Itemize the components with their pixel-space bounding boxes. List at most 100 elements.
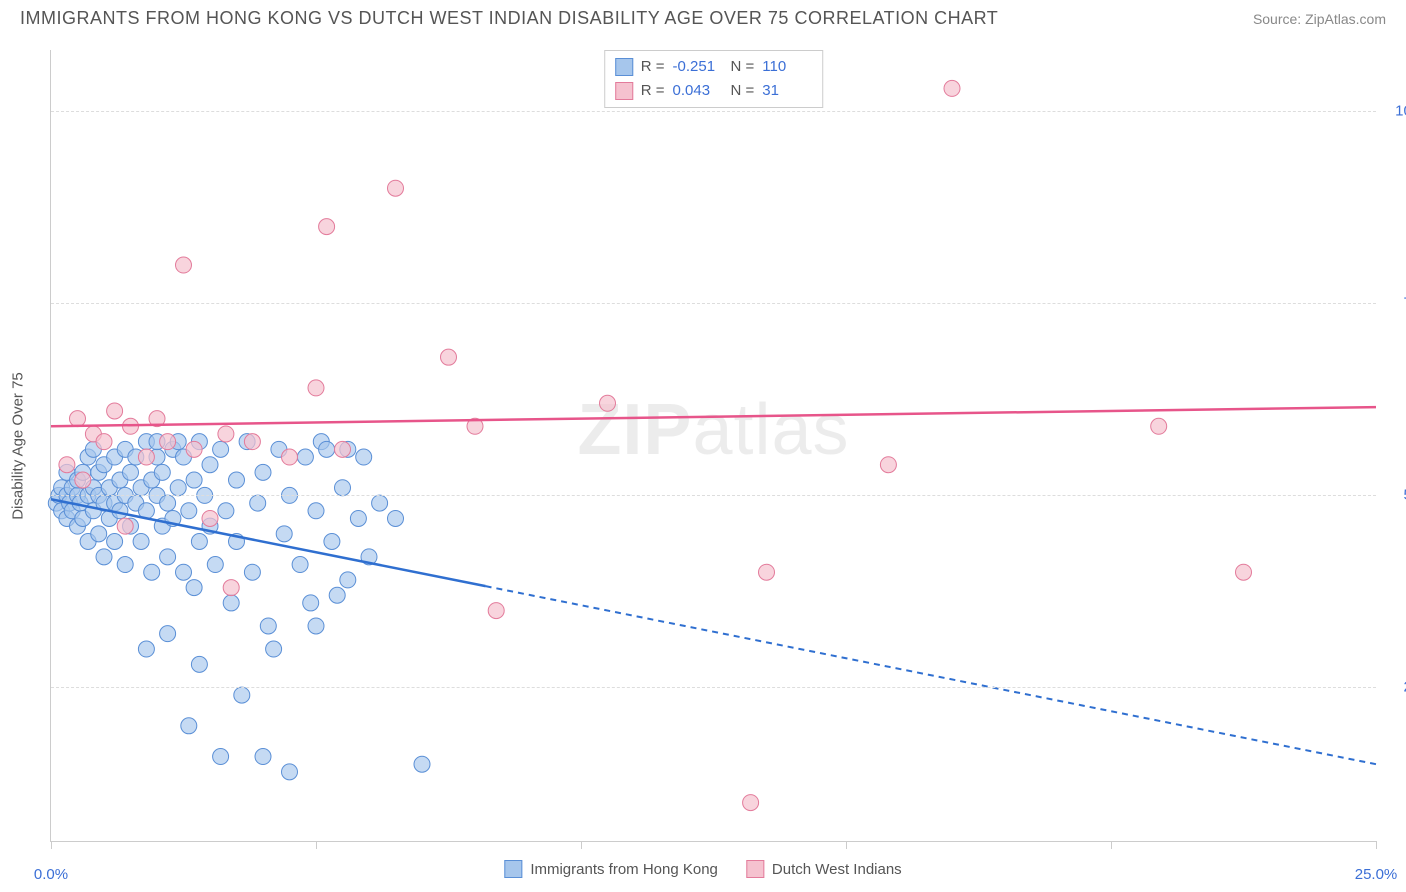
scatter-point (319, 441, 335, 457)
y-tick-label: 100.0% (1386, 103, 1406, 120)
scatter-point (160, 549, 176, 565)
swatch-series1 (615, 58, 633, 76)
gridline-h (51, 495, 1376, 496)
n-value-series1: 110 (762, 55, 812, 79)
trendline-solid (51, 407, 1376, 426)
scatter-point (488, 603, 504, 619)
legend-swatch-series2 (746, 860, 764, 878)
scatter-point (297, 449, 313, 465)
swatch-series2 (615, 82, 633, 100)
scatter-point (335, 480, 351, 496)
scatter-point (223, 595, 239, 611)
scatter-point (250, 495, 266, 511)
scatter-point (329, 587, 345, 603)
scatter-point (276, 526, 292, 542)
scatter-point (191, 656, 207, 672)
n-label: N = (731, 55, 755, 79)
scatter-point (319, 219, 335, 235)
scatter-point (244, 564, 260, 580)
gridline-h (51, 111, 1376, 112)
scatter-point (186, 441, 202, 457)
legend-label-series1: Immigrants from Hong Kong (530, 861, 718, 878)
x-tick-label: 0.0% (34, 866, 68, 883)
x-tick-label: 25.0% (1355, 866, 1398, 883)
scatter-point (372, 495, 388, 511)
scatter-point (213, 749, 229, 765)
scatter-point (138, 449, 154, 465)
trendline-dashed (486, 586, 1376, 764)
scatter-svg (51, 50, 1376, 841)
x-tick (1376, 841, 1377, 849)
series-legend: Immigrants from Hong Kong Dutch West Ind… (504, 860, 901, 878)
scatter-point (117, 518, 133, 534)
r-label: R = (641, 79, 665, 103)
scatter-point (160, 495, 176, 511)
y-tick-label: 75.0% (1386, 295, 1406, 312)
scatter-point (308, 380, 324, 396)
x-tick (1111, 841, 1112, 849)
scatter-point (1236, 564, 1252, 580)
r-value-series2: 0.043 (673, 79, 723, 103)
scatter-point (138, 641, 154, 657)
scatter-point (944, 80, 960, 96)
scatter-point (324, 533, 340, 549)
scatter-point (91, 526, 107, 542)
x-tick (846, 841, 847, 849)
scatter-point (388, 180, 404, 196)
legend-item-series2: Dutch West Indians (746, 860, 902, 878)
legend-label-series2: Dutch West Indians (772, 861, 902, 878)
scatter-point (160, 626, 176, 642)
scatter-point (186, 472, 202, 488)
scatter-point (170, 480, 186, 496)
chart-title: IMMIGRANTS FROM HONG KONG VS DUTCH WEST … (20, 8, 998, 29)
y-axis-title: Disability Age Over 75 (10, 372, 27, 520)
scatter-point (244, 434, 260, 450)
scatter-point (759, 564, 775, 580)
n-label: N = (731, 79, 755, 103)
r-value-series1: -0.251 (673, 55, 723, 79)
scatter-point (123, 464, 139, 480)
scatter-point (154, 464, 170, 480)
scatter-point (207, 557, 223, 573)
scatter-point (75, 472, 91, 488)
scatter-point (117, 557, 133, 573)
scatter-point (292, 557, 308, 573)
scatter-point (388, 510, 404, 526)
scatter-point (218, 426, 234, 442)
scatter-point (303, 595, 319, 611)
scatter-point (202, 457, 218, 473)
r-label: R = (641, 55, 665, 79)
scatter-point (223, 580, 239, 596)
x-tick (316, 841, 317, 849)
scatter-point (1151, 418, 1167, 434)
scatter-point (335, 441, 351, 457)
scatter-point (186, 580, 202, 596)
scatter-point (441, 349, 457, 365)
x-tick (51, 841, 52, 849)
scatter-point (600, 395, 616, 411)
scatter-point (743, 795, 759, 811)
scatter-point (282, 449, 298, 465)
scatter-point (107, 533, 123, 549)
legend-swatch-series1 (504, 860, 522, 878)
scatter-point (59, 457, 75, 473)
scatter-point (260, 618, 276, 634)
scatter-point (160, 434, 176, 450)
scatter-point (213, 441, 229, 457)
scatter-point (144, 564, 160, 580)
legend-row-series2: R = 0.043 N = 31 (615, 79, 813, 103)
scatter-point (350, 510, 366, 526)
scatter-point (133, 533, 149, 549)
scatter-point (176, 564, 192, 580)
legend-item-series1: Immigrants from Hong Kong (504, 860, 718, 878)
chart-plot-area: ZIPatlas R = -0.251 N = 110 R = 0.043 N … (50, 50, 1376, 842)
x-tick (581, 841, 582, 849)
scatter-point (308, 503, 324, 519)
header: IMMIGRANTS FROM HONG KONG VS DUTCH WEST … (0, 0, 1406, 33)
legend-row-series1: R = -0.251 N = 110 (615, 55, 813, 79)
scatter-point (218, 503, 234, 519)
y-tick-label: 25.0% (1386, 679, 1406, 696)
source-attribution: Source: ZipAtlas.com (1253, 11, 1386, 27)
scatter-point (255, 464, 271, 480)
scatter-point (340, 572, 356, 588)
